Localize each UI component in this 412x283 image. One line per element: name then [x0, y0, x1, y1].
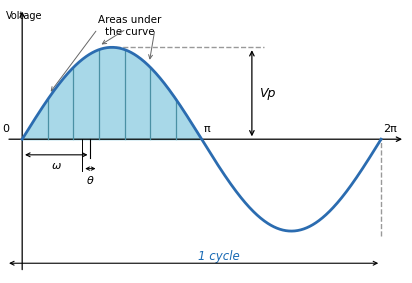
Text: Voltage: Voltage	[6, 10, 43, 21]
Text: θ: θ	[87, 176, 94, 186]
Text: Vp: Vp	[259, 87, 275, 100]
Text: Areas under
the curve: Areas under the curve	[98, 15, 162, 37]
Text: π: π	[204, 124, 211, 134]
Text: 0: 0	[2, 124, 9, 134]
Text: 1 cycle: 1 cycle	[198, 250, 240, 263]
Text: 2π: 2π	[384, 124, 397, 134]
Text: ω: ω	[52, 161, 61, 171]
